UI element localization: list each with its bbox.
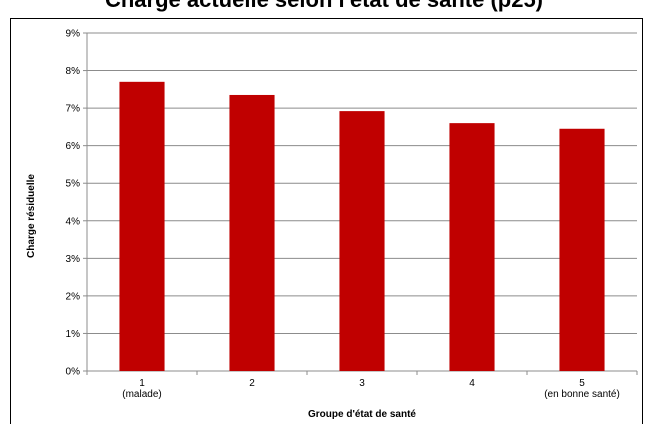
y-tick-label: 6% xyxy=(66,141,81,152)
x-tick-label: 4 xyxy=(469,378,475,389)
y-tick-label: 8% xyxy=(66,66,81,77)
y-tick-label: 5% xyxy=(66,179,81,190)
bar-2 xyxy=(229,94,275,371)
x-tick-label: 3 xyxy=(359,378,365,389)
y-tick-label: 0% xyxy=(66,367,81,378)
y-tick-label: 3% xyxy=(66,254,81,265)
bar-5 xyxy=(559,128,605,371)
x-tick-sublabel: (en bonne santé) xyxy=(544,389,620,400)
x-tick-sublabel: (malade) xyxy=(122,389,161,400)
y-tick-label: 1% xyxy=(66,329,81,340)
chart-title: Charge actuelle selon l'état de santé (p… xyxy=(0,0,648,14)
bar-1 xyxy=(119,81,165,372)
y-tick-label: 9% xyxy=(66,29,81,40)
y-axis-title: Charge résiduelle xyxy=(26,174,37,258)
y-tick-label: 2% xyxy=(66,291,81,302)
x-tick-label: 5 xyxy=(579,378,585,389)
x-axis-title: Groupe d'état de santé xyxy=(308,409,416,420)
x-tick-label: 2 xyxy=(249,378,255,389)
bar-4 xyxy=(449,123,495,371)
y-tick-label: 4% xyxy=(66,216,81,227)
x-tick-label: 1 xyxy=(139,378,145,389)
y-tick-label: 7% xyxy=(66,104,81,115)
bar-3 xyxy=(339,111,385,372)
